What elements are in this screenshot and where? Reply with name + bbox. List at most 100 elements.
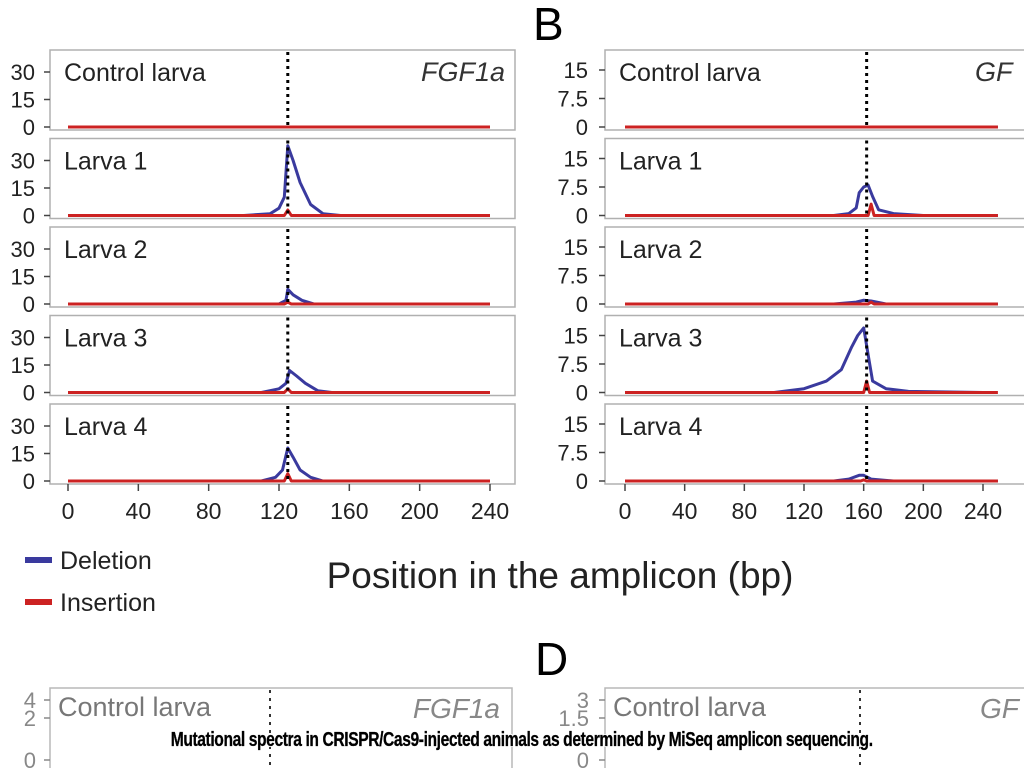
y-tick-label: 0 xyxy=(576,115,588,140)
y-tick-label: 15 xyxy=(564,324,588,349)
facet-label: Control larva xyxy=(64,59,206,87)
y-tick-label: 30 xyxy=(11,326,35,351)
y-tick-label: 15 xyxy=(11,353,35,378)
x-tick-label: 0 xyxy=(619,498,632,524)
y-tick-label: 0 xyxy=(576,381,588,406)
facet-label: Larva 2 xyxy=(64,236,147,264)
legend: Deletion Insertion xyxy=(25,547,156,617)
y-tick-label: 30 xyxy=(11,237,35,262)
facet-label: Control larva xyxy=(613,692,767,722)
facet-panel: Control larva FGF1a 015 30 xyxy=(11,49,516,140)
y-tick-label: 15 xyxy=(564,235,588,260)
y-tick-label: 2 xyxy=(24,706,36,731)
gene-label: FGF1a xyxy=(413,693,500,724)
facet-box xyxy=(604,314,1024,397)
y-tick-label: 30 xyxy=(11,149,35,174)
y-tick-label: 7.5 xyxy=(557,441,588,466)
y-tick-label: 0 xyxy=(576,469,588,494)
deletion-series-line xyxy=(625,183,998,217)
y-tick-label: 4 xyxy=(24,688,36,713)
facet-box xyxy=(49,137,516,220)
x-tick-label: 40 xyxy=(126,498,152,524)
facet-panel: Control larva GF 0 7.5 15 xyxy=(557,49,1024,140)
facet-panel: Larva 1 0 7.5 15 xyxy=(557,137,1024,229)
y-tick-label: 0 xyxy=(24,748,36,768)
y-tick-label: 0 xyxy=(576,204,588,229)
x-tick-label: 160 xyxy=(844,498,882,524)
x-tick-label: 120 xyxy=(260,498,298,524)
facet-label: Larva 3 xyxy=(619,325,702,353)
y-tick-label: 15 xyxy=(564,412,588,437)
y-tick-label: 3 xyxy=(577,688,589,713)
y-tick-label: 15 xyxy=(11,88,35,113)
x-tick-label: 240 xyxy=(471,498,509,524)
x-tick-label: 40 xyxy=(672,498,698,524)
x-tick-label: 240 xyxy=(964,498,1002,524)
facet-box xyxy=(604,687,1024,768)
y-tick-label: 7.5 xyxy=(557,87,588,112)
legend-label-deletion: Deletion xyxy=(60,547,152,575)
facet-label: Larva 1 xyxy=(619,148,702,176)
facet-box xyxy=(49,226,516,308)
facet-label: Larva 3 xyxy=(64,325,147,353)
x-tick-label: 200 xyxy=(400,498,438,524)
chart-d-left: Control larva FGF1a 0 24 xyxy=(24,687,513,768)
x-tick-label: 80 xyxy=(196,498,222,524)
y-tick-label: 7.5 xyxy=(557,175,588,200)
y-tick-label: 15 xyxy=(11,176,35,201)
legend-swatch-insertion xyxy=(25,599,52,605)
x-tick-label: 80 xyxy=(732,498,758,524)
y-tick-label: 0 xyxy=(23,115,35,140)
x-axis-title: Position in the amplicon (bp) xyxy=(327,555,794,596)
facet-label: Larva 4 xyxy=(64,413,147,441)
y-tick-label: 0 xyxy=(23,292,35,317)
y-tick-label: 15 xyxy=(11,442,35,467)
x-tick-label: 160 xyxy=(330,498,368,524)
panel-letter-b: B xyxy=(533,0,564,50)
chart-d-right: Control larva GF 0 1.53 xyxy=(558,687,1024,768)
facet-panel: Larva 4 015 30 xyxy=(11,403,516,494)
y-tick-label: 1.5 xyxy=(558,706,589,731)
facet-box xyxy=(604,226,1024,308)
insertion-series-line xyxy=(625,202,998,217)
y-tick-label: 30 xyxy=(11,414,35,439)
y-tick-label: 30 xyxy=(11,60,35,85)
facet-label: Larva 1 xyxy=(64,148,147,176)
y-tick-label: 0 xyxy=(23,204,35,229)
y-tick-label: 0 xyxy=(23,381,35,406)
x-tick-label: 120 xyxy=(785,498,823,524)
gene-label: FGF1a xyxy=(421,57,505,87)
x-tick-label: 200 xyxy=(904,498,942,524)
panel-letter-d: D xyxy=(535,633,568,685)
facet-box xyxy=(604,137,1024,220)
facet-panel: Larva 3 0 7.5 15 xyxy=(557,314,1024,406)
figure-caption: Mutational spectra in CRISPR/Cas9-inject… xyxy=(170,729,874,751)
legend-swatch-deletion xyxy=(25,557,52,563)
facet-panel: Larva 4 0 7.5 15 xyxy=(557,403,1024,494)
facet-box xyxy=(49,314,516,397)
insertion-series-line xyxy=(68,472,490,483)
facet-box xyxy=(604,403,1024,485)
y-tick-label: 15 xyxy=(564,147,588,172)
y-tick-label: 15 xyxy=(11,265,35,290)
facet-label: Larva 2 xyxy=(619,236,702,264)
facet-box xyxy=(604,49,1024,131)
facet-box xyxy=(49,49,516,131)
gene-label: GF xyxy=(980,693,1021,724)
y-tick-label: 7.5 xyxy=(557,264,588,289)
insertion-series-line xyxy=(68,300,490,306)
deletion-series-line xyxy=(68,446,490,483)
facet-label: Control larva xyxy=(58,692,212,722)
insertion-series-line xyxy=(625,300,998,306)
y-tick-label: 0 xyxy=(23,469,35,494)
gene-label: GF xyxy=(975,57,1014,87)
y-tick-label: 0 xyxy=(576,292,588,317)
facet-label: Control larva xyxy=(619,59,761,87)
y-tick-label: 15 xyxy=(564,58,588,83)
facet-panel: Larva 2 015 30 xyxy=(11,226,516,317)
